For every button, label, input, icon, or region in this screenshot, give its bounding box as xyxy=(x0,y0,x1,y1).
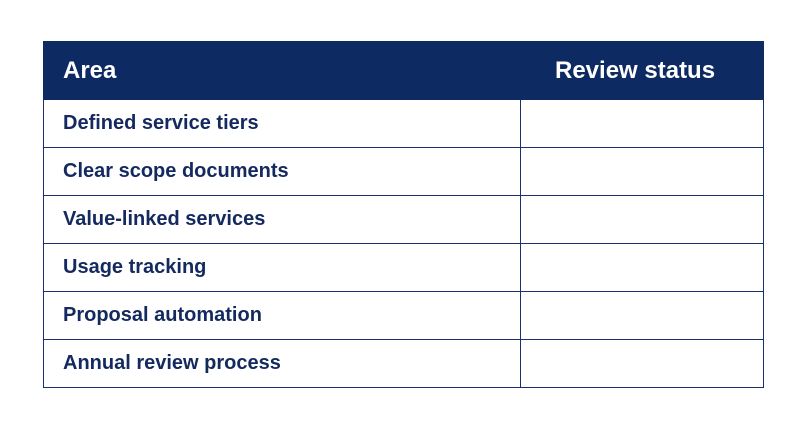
review-status-cell xyxy=(520,99,764,148)
table-row: Value-linked services xyxy=(43,195,764,244)
area-cell: Annual review process xyxy=(43,339,521,388)
header-row: Area Review status xyxy=(43,41,764,100)
area-cell: Clear scope documents xyxy=(43,147,521,196)
table-row: Proposal automation xyxy=(43,291,764,340)
review-status-cell xyxy=(520,147,764,196)
review-status-cell xyxy=(520,339,764,388)
table-row: Usage tracking xyxy=(43,243,764,292)
table-header: Area Review status xyxy=(43,41,764,100)
table-body: Defined service tiers Clear scope docume… xyxy=(43,99,764,388)
table-row: Annual review process xyxy=(43,339,764,388)
area-column-header: Area xyxy=(43,41,521,100)
review-status-cell xyxy=(520,243,764,292)
area-cell: Defined service tiers xyxy=(43,99,521,148)
review-status-column-header: Review status xyxy=(520,41,764,100)
area-cell: Proposal automation xyxy=(43,291,521,340)
review-status-cell xyxy=(520,195,764,244)
table-row: Clear scope documents xyxy=(43,147,764,196)
area-cell: Value-linked services xyxy=(43,195,521,244)
review-status-cell xyxy=(520,291,764,340)
review-status-table: Area Review status Defined service tiers… xyxy=(43,41,764,388)
table-row: Defined service tiers xyxy=(43,99,764,148)
area-cell: Usage tracking xyxy=(43,243,521,292)
